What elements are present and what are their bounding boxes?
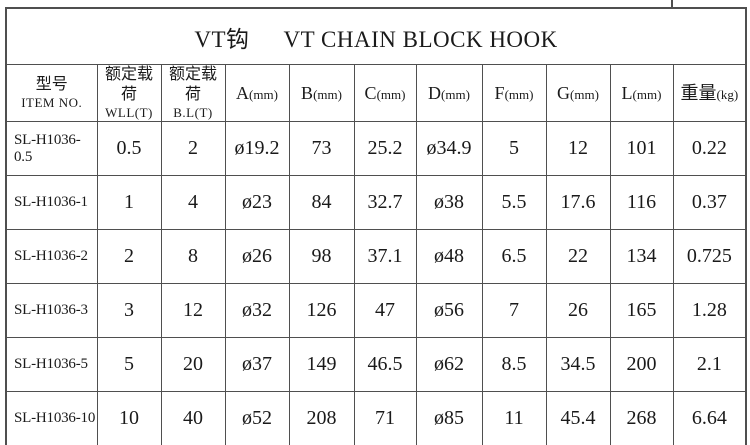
title-english: VT CHAIN BLOCK HOOK: [283, 26, 558, 52]
cell-g: 26: [545, 283, 611, 339]
cell-weight: 0.37: [672, 175, 747, 231]
col-header-item: 型号 ITEM NO.: [5, 63, 98, 123]
cell-b: 126: [288, 283, 355, 339]
table-row: SL-H1036-2 2 8 ø26 98 37.1 ø48 6.5 22 13…: [5, 229, 747, 285]
cell-item: SL-H1036-10: [5, 391, 98, 445]
cell-weight: 2.1: [672, 337, 747, 393]
cell-item: SL-H1036-2: [5, 229, 98, 285]
col-header-weight: 重量(kg): [672, 63, 747, 123]
cell-g: 17.6: [545, 175, 611, 231]
col-header-a: A(mm): [224, 63, 290, 123]
spec-table: VT钩 VT CHAIN BLOCK HOOK 型号 ITEM NO. 额定载荷 …: [5, 7, 748, 445]
cell-c: 37.1: [353, 229, 417, 285]
cell-wll: 10: [96, 391, 162, 445]
cell-a: ø32: [224, 283, 290, 339]
header-row: 型号 ITEM NO. 额定载荷 WLL(T) 额定载荷 B.L(T) A(mm…: [5, 63, 747, 123]
cell-c: 46.5: [353, 337, 417, 393]
col-header-f: F(mm): [481, 63, 547, 123]
cell-c: 25.2: [353, 121, 417, 177]
cell-g: 12: [545, 121, 611, 177]
cell-l: 268: [609, 391, 674, 445]
cell-wll: 1: [96, 175, 162, 231]
cell-bl: 12: [160, 283, 226, 339]
col-header-bl-cn: 额定载荷: [168, 66, 217, 103]
table-row: SL-H1036-5 5 20 ø37 149 46.5 ø62 8.5 34.…: [5, 337, 747, 393]
cell-f: 6.5: [481, 229, 547, 285]
cell-b: 73: [288, 121, 355, 177]
cell-c: 47: [353, 283, 417, 339]
top-border-tick: [671, 0, 673, 8]
cell-weight: 0.725: [672, 229, 747, 285]
cell-bl: 4: [160, 175, 226, 231]
cell-l: 134: [609, 229, 674, 285]
col-header-b: B(mm): [288, 63, 355, 123]
title-chinese: VT钩: [194, 26, 250, 52]
cell-a: ø52: [224, 391, 290, 445]
cell-l: 116: [609, 175, 674, 231]
cell-b: 208: [288, 391, 355, 445]
col-header-wll-cn: 额定载荷: [104, 66, 153, 103]
cell-weight: 1.28: [672, 283, 747, 339]
cell-a: ø37: [224, 337, 290, 393]
cell-g: 22: [545, 229, 611, 285]
table-row: SL-H1036-3 3 12 ø32 126 47 ø56 7 26 165 …: [5, 283, 747, 339]
title-row: VT钩 VT CHAIN BLOCK HOOK: [5, 7, 747, 65]
col-header-l: L(mm): [609, 63, 674, 123]
cell-l: 200: [609, 337, 674, 393]
cell-d: ø38: [415, 175, 483, 231]
cell-f: 5: [481, 121, 547, 177]
col-header-bl: 额定载荷 B.L(T): [160, 63, 226, 123]
cell-c: 32.7: [353, 175, 417, 231]
cell-g: 45.4: [545, 391, 611, 445]
cell-b: 98: [288, 229, 355, 285]
cell-item: SL-H1036-3: [5, 283, 98, 339]
cell-weight: 0.22: [672, 121, 747, 177]
cell-f: 5.5: [481, 175, 547, 231]
cell-d: ø48: [415, 229, 483, 285]
cell-f: 8.5: [481, 337, 547, 393]
col-header-item-cn: 型号: [35, 76, 68, 93]
table-row: SL-H1036-10 10 40 ø52 208 71 ø85 11 45.4…: [5, 391, 747, 445]
col-header-c: C(mm): [353, 63, 417, 123]
cell-b: 149: [288, 337, 355, 393]
cell-bl: 40: [160, 391, 226, 445]
cell-item: SL-H1036-0.5: [5, 121, 98, 177]
table-row: SL-H1036-1 1 4 ø23 84 32.7 ø38 5.5 17.6 …: [5, 175, 747, 231]
cell-a: ø23: [224, 175, 290, 231]
table-title: VT钩 VT CHAIN BLOCK HOOK: [5, 7, 747, 65]
col-header-wll: 额定载荷 WLL(T): [96, 63, 162, 123]
col-header-item-sub: ITEM NO.: [21, 95, 83, 110]
cell-item: SL-H1036-5: [5, 337, 98, 393]
cell-l: 101: [609, 121, 674, 177]
cell-d: ø62: [415, 337, 483, 393]
cell-f: 11: [481, 391, 547, 445]
cell-c: 71: [353, 391, 417, 445]
cell-d: ø56: [415, 283, 483, 339]
col-header-g: G(mm): [545, 63, 611, 123]
cell-wll: 0.5: [96, 121, 162, 177]
cell-bl: 2: [160, 121, 226, 177]
table-row: SL-H1036-0.5 0.5 2 ø19.2 73 25.2 ø34.9 5…: [5, 121, 747, 177]
col-header-d: D(mm): [415, 63, 483, 123]
cell-a: ø26: [224, 229, 290, 285]
cell-bl: 8: [160, 229, 226, 285]
cell-d: ø34.9: [415, 121, 483, 177]
cell-wll: 3: [96, 283, 162, 339]
cell-l: 165: [609, 283, 674, 339]
cell-d: ø85: [415, 391, 483, 445]
cell-wll: 2: [96, 229, 162, 285]
cell-g: 34.5: [545, 337, 611, 393]
cell-bl: 20: [160, 337, 226, 393]
col-header-wll-sub: WLL(T): [105, 105, 153, 120]
cell-b: 84: [288, 175, 355, 231]
col-header-bl-sub: B.L(T): [173, 105, 213, 120]
cell-a: ø19.2: [224, 121, 290, 177]
cell-weight: 6.64: [672, 391, 747, 445]
cell-wll: 5: [96, 337, 162, 393]
cell-item: SL-H1036-1: [5, 175, 98, 231]
cell-f: 7: [481, 283, 547, 339]
